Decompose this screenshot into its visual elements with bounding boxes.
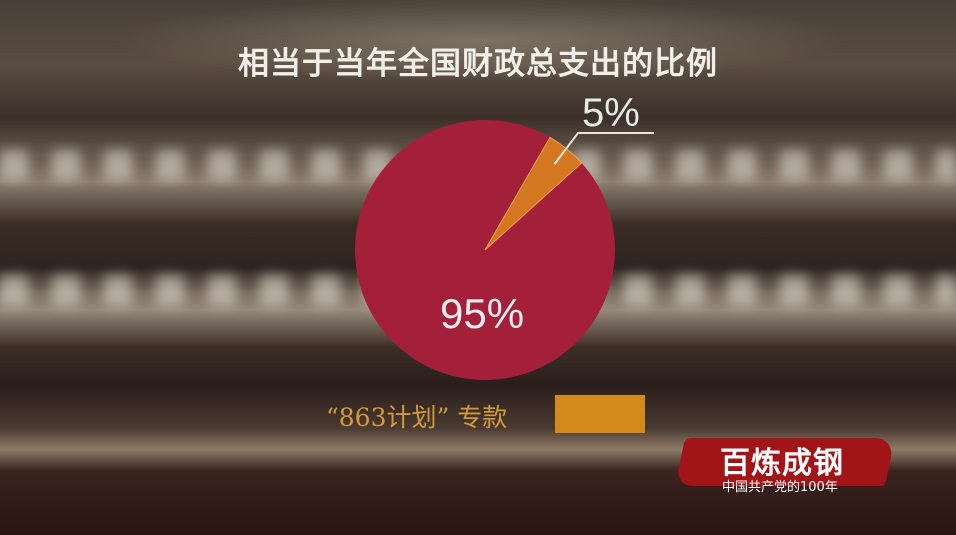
slice-label-95: 95% [440, 290, 524, 337]
program-logo: 百炼成钢 中国共产党的100年 [674, 432, 896, 502]
logo-subtitle: 中国共产党的100年 [722, 480, 838, 495]
slice-label-5: 5% [582, 91, 640, 135]
legend-label: “863计划” 专款 [326, 403, 508, 432]
logo-title: 百炼成钢 [720, 446, 844, 481]
leader-line [553, 132, 654, 165]
chart-title: 相当于当年全国财政总支出的比例 [238, 46, 718, 82]
legend-swatch [555, 395, 645, 433]
